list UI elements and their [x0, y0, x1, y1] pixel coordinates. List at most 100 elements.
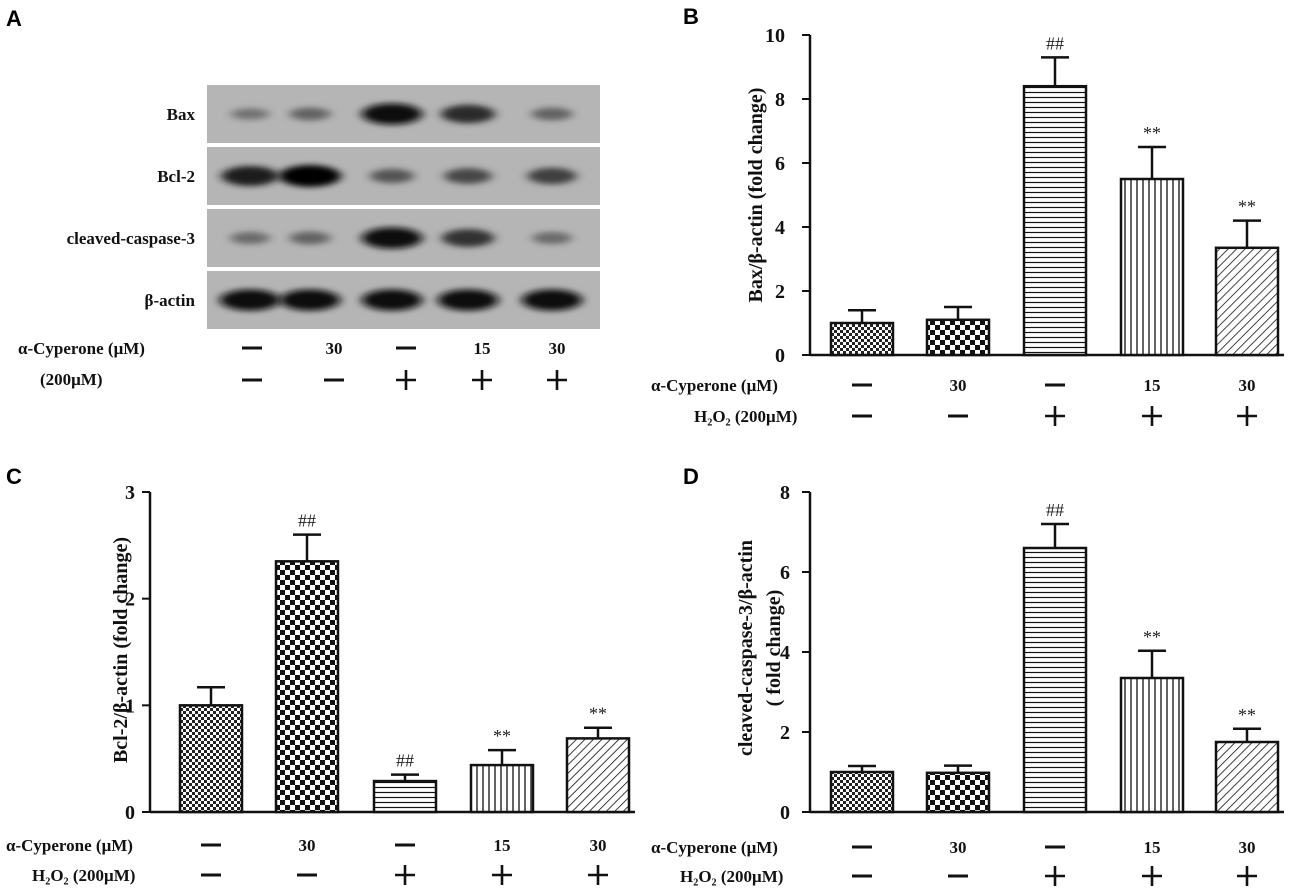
- chart-bax: 0 2 4 6 8 10 Bax/β-actin (fold change) ## ** ** α-…: [651, 25, 1284, 426]
- row2-B-3-plus: +: [1045, 406, 1065, 426]
- blot-row2-1-minus: —: [242, 378, 262, 382]
- bar-B-2: [925, 318, 991, 357]
- row2-C-4-plus: +: [492, 865, 512, 885]
- blot-band-cleaved-caspase-3-4: [441, 229, 495, 247]
- blot-row1-2-value: 30: [326, 339, 343, 358]
- y-tick-label-D-0: 0: [780, 802, 790, 824]
- blot-band--actin-5: [521, 289, 583, 311]
- panel-letter-c: C: [6, 464, 22, 489]
- row2-C-2-minus: —: [297, 873, 317, 877]
- blot-band-bax-1: [231, 108, 269, 120]
- row1-C-4-value: 15: [494, 836, 511, 855]
- blot-band-bcl-2-4: [444, 168, 492, 184]
- blot-row1-1-minus: —: [242, 346, 262, 350]
- row1-D-5-value: 30: [1239, 838, 1256, 857]
- bar-C-5: [565, 737, 631, 814]
- blot-band-cleaved-caspase-3-1: [230, 231, 270, 245]
- y-tick-label-B-8: 8: [775, 89, 785, 111]
- significance-C-5: **: [589, 704, 607, 724]
- blot-band-bax-2: [289, 107, 331, 121]
- row1-label-C: α-Cyperone (μM): [6, 836, 133, 855]
- significance-B-4: **: [1143, 123, 1161, 143]
- bar-C-3: [372, 779, 438, 814]
- significance-D-3: ##: [1046, 500, 1064, 520]
- row1-C-5-value: 30: [590, 836, 607, 855]
- row2-C-3-plus: +: [395, 865, 415, 885]
- blot-label-bcl-2: Bcl-2: [157, 167, 195, 186]
- row2-label-B: H₂O₂ (200μM): [694, 407, 797, 426]
- row2-D-4-plus: +: [1142, 866, 1162, 886]
- bar-D-3: [1022, 546, 1088, 814]
- row2-D-3-plus: +: [1045, 866, 1065, 886]
- blot-band-bcl-2-5: [527, 167, 577, 185]
- row1-label-D: α-Cyperone (μM): [651, 838, 778, 857]
- row2-B-1-minus: —: [852, 414, 872, 418]
- y-axis-label-D: cleaved-caspase-3/β-actin: [735, 540, 757, 756]
- blot-row2-4-plus: +: [472, 370, 492, 390]
- row2-D-2-minus: —: [948, 874, 968, 878]
- chart-cleaved-caspase3: 0 2 4 6 8 cleaved-caspase-3/β-actin ( fold cha…: [651, 482, 1284, 886]
- blot-label--actin: β-actin: [144, 291, 195, 310]
- blot-band-bax-3: [361, 103, 423, 125]
- blot-band-bcl-2-1: [221, 166, 279, 186]
- blot-band-bcl-2-3: [369, 168, 415, 184]
- blot-row1-4-value: 15: [474, 339, 491, 358]
- row2-C-1-minus: —: [201, 873, 221, 877]
- blot-band-cleaved-caspase-3-3: [361, 227, 423, 249]
- blot-band--actin-1: [219, 289, 281, 311]
- row1-label-B: α-Cyperone (μM): [651, 376, 778, 395]
- blot-label-bax: Bax: [167, 105, 196, 124]
- western-blot: Bax Bcl-2 cleaved-caspase-3 β-actin α-Cypero…: [18, 85, 600, 390]
- blot-row1-label: α-Cyperone (μM): [18, 339, 145, 358]
- row1-B-1-minus: —: [852, 383, 872, 387]
- blot-band-bax-5: [531, 107, 573, 121]
- significance-D-4: **: [1143, 627, 1161, 647]
- y-tick-label-D-8: 8: [780, 482, 790, 504]
- y-tick-label-C-1: 1: [125, 695, 135, 717]
- row2-D-1-minus: —: [852, 874, 872, 878]
- row1-C-2-value: 30: [299, 836, 316, 855]
- bar-D-5: [1214, 740, 1280, 814]
- row2-label-C: H₂O₂ (200μM): [32, 866, 135, 885]
- bar-C-1: [178, 704, 244, 814]
- blot-row2-5-plus: +: [547, 370, 567, 390]
- bar-B-4: [1119, 177, 1185, 357]
- blot-band-cleaved-caspase-3-2: [289, 231, 331, 245]
- y-tick-label-C-3: 3: [125, 482, 135, 504]
- significance-B-5: **: [1238, 197, 1256, 217]
- row2-C-5-plus: +: [588, 865, 608, 885]
- y-tick-label-B-2: 2: [775, 281, 785, 303]
- significance-C-4: **: [493, 726, 511, 746]
- significance-B-3: ##: [1046, 33, 1064, 53]
- row1-B-2-value: 30: [950, 376, 967, 395]
- blot-row2-label: (200μM): [40, 370, 103, 389]
- row2-D-5-plus: +: [1237, 866, 1257, 886]
- y-tick-label-D-4: 4: [780, 642, 790, 664]
- blot-row1-5-value: 30: [549, 339, 566, 358]
- bar-B-5: [1214, 246, 1280, 357]
- y-tick-label-B-0: 0: [775, 345, 785, 367]
- significance-C-2: ##: [298, 511, 316, 531]
- y-tick-label-B-10: 10: [765, 25, 785, 47]
- blot-row2-2-minus: —: [324, 378, 344, 382]
- row2-B-4-plus: +: [1142, 406, 1162, 426]
- row1-D-2-value: 30: [950, 838, 967, 857]
- significance-C-3: ##: [396, 751, 414, 771]
- row1-C-1-minus: —: [201, 843, 221, 847]
- row1-D-3-minus: —: [1045, 845, 1065, 849]
- blot-row2-3-plus: +: [396, 370, 416, 390]
- blot-row1-3-minus: —: [396, 346, 416, 350]
- bar-D-4: [1119, 676, 1185, 814]
- bar-C-2: [274, 560, 340, 814]
- row1-B-4-value: 15: [1144, 376, 1161, 395]
- blot-band--actin-2: [279, 289, 341, 311]
- y-tick-label-C-0: 0: [125, 802, 135, 824]
- blot-label-cleaved-caspase-3: cleaved-caspase-3: [67, 229, 195, 248]
- blot-band-cleaved-caspase-3-5: [532, 231, 572, 245]
- bar-C-4: [469, 763, 535, 814]
- row1-B-5-value: 30: [1239, 376, 1256, 395]
- row2-B-5-plus: +: [1237, 406, 1257, 426]
- row1-D-1-minus: —: [852, 845, 872, 849]
- blot-band--actin-3: [361, 289, 423, 311]
